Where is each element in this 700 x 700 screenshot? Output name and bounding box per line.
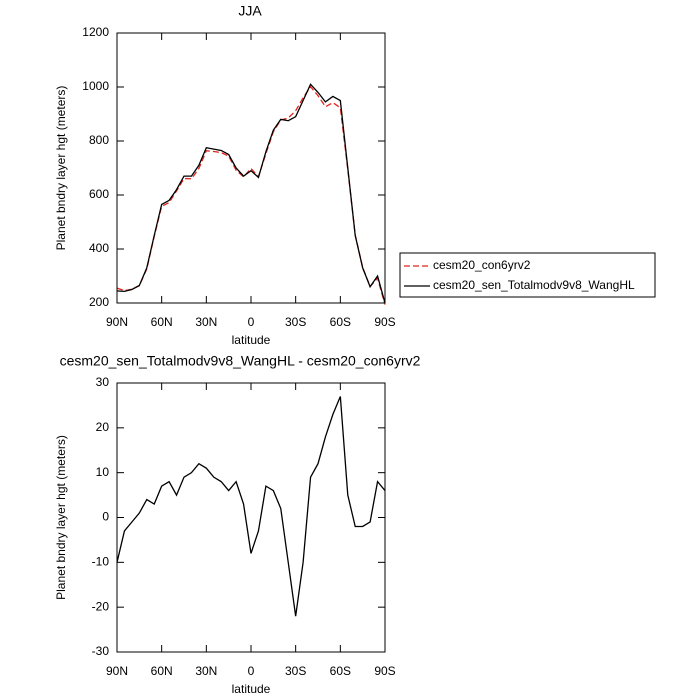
legend-box [399,252,656,298]
x-tick-label: 30N [195,315,217,329]
y-tick-label: 10 [96,465,110,479]
legend-label: cesm20_sen_Totalmodv9v8_WangHL [433,278,635,292]
x-tick-label: 30S [285,664,306,678]
y-tick-label: -30 [92,644,110,658]
y-tick-label: 800 [89,133,109,147]
y-tick-label: -10 [92,555,110,569]
x-tick-label: 90N [106,315,128,329]
y-tick-label: 30 [96,375,110,389]
y-tick-label: 200 [89,295,109,309]
x-tick-label: 90N [106,664,128,678]
x-tick-label: 90S [374,315,395,329]
legend-label: cesm20_con6yrv2 [433,258,531,272]
y-tick-label: 400 [89,241,109,255]
x-tick-label: 0 [248,315,255,329]
plot-frame [116,32,386,304]
y-axis-label: Planet bndry layer hgt (meters) [54,435,68,600]
x-tick-label: 60N [151,315,173,329]
x-tick-label: 60N [151,664,173,678]
x-tick-label: 90S [374,664,395,678]
plot-frame [116,382,386,653]
chart-title: JJA [238,3,262,19]
data-line [116,396,386,617]
y-tick-label: 600 [89,187,109,201]
y-tick-label: -20 [92,599,110,613]
y-tick-label: 0 [102,510,109,524]
x-tick-label: 30S [285,315,306,329]
y-tick-label: 1200 [82,25,109,39]
y-tick-label: 20 [96,420,110,434]
x-axis-label: latitude [232,682,271,696]
x-axis-label: latitude [232,333,271,347]
x-tick-label: 0 [248,664,255,678]
x-tick-label: 60S [330,315,351,329]
x-tick-label: 30N [195,664,217,678]
y-tick-label: 1000 [82,79,109,93]
chart-title: cesm20_sen_Totalmodv9v8_WangHL - cesm20_… [60,353,421,369]
data-line [116,83,386,304]
x-tick-label: 60S [330,664,351,678]
y-axis-label: Planet bndry layer hgt (meters) [54,86,68,251]
